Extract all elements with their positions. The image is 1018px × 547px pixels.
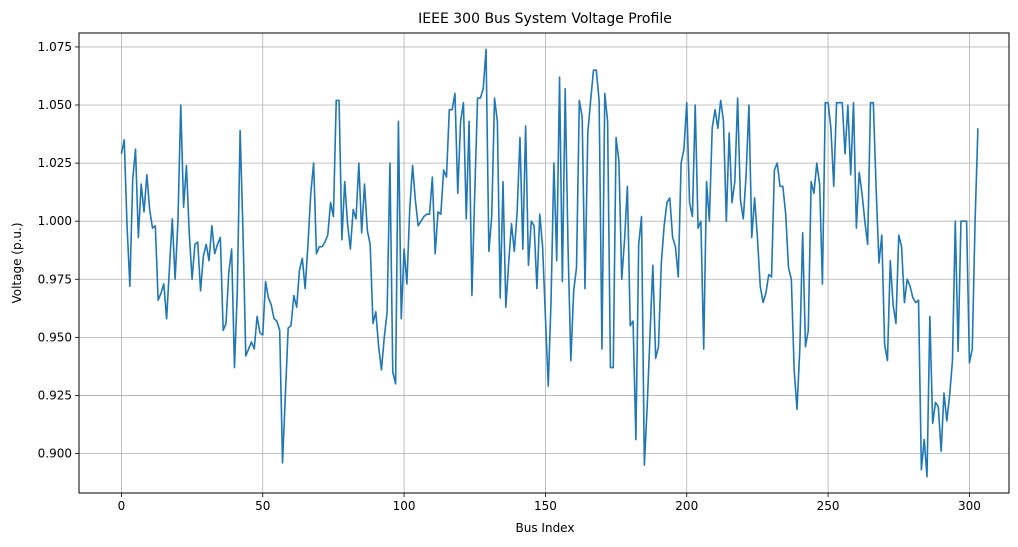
y-tick-label: 0.925 — [38, 388, 72, 402]
x-tick-label: 100 — [393, 499, 416, 513]
plot-area-frame — [78, 32, 1010, 494]
x-tick-label: 0 — [118, 499, 126, 513]
x-tick-label: 50 — [255, 499, 270, 513]
series-line-voltage — [120, 48, 979, 478]
x-tick-label: 300 — [958, 499, 981, 513]
x-tick-label: 200 — [675, 499, 698, 513]
y-axis-label: Voltage (p.u.) — [10, 222, 24, 303]
x-tick-label: 150 — [534, 499, 557, 513]
chart-title: IEEE 300 Bus System Voltage Profile — [418, 11, 672, 27]
y-tick-label: 0.975 — [38, 272, 72, 286]
x-axis-ticks: 0 50 100 150 200 250 300 — [118, 493, 981, 513]
x-axis-label: Bus Index — [516, 521, 575, 535]
y-tick-label: 0.950 — [38, 330, 72, 344]
x-tick-label: 250 — [817, 499, 840, 513]
y-tick-label: 1.025 — [38, 156, 72, 170]
y-tick-label: 1.075 — [38, 40, 72, 54]
series-group — [120, 48, 979, 478]
y-tick-label: 0.900 — [38, 447, 72, 461]
y-tick-label: 1.050 — [38, 98, 72, 112]
y-axis-ticks: 0.900 0.925 0.950 0.975 1.000 1.025 1.050 1.075 — [38, 40, 79, 461]
y-tick-label: 1.000 — [38, 214, 72, 228]
